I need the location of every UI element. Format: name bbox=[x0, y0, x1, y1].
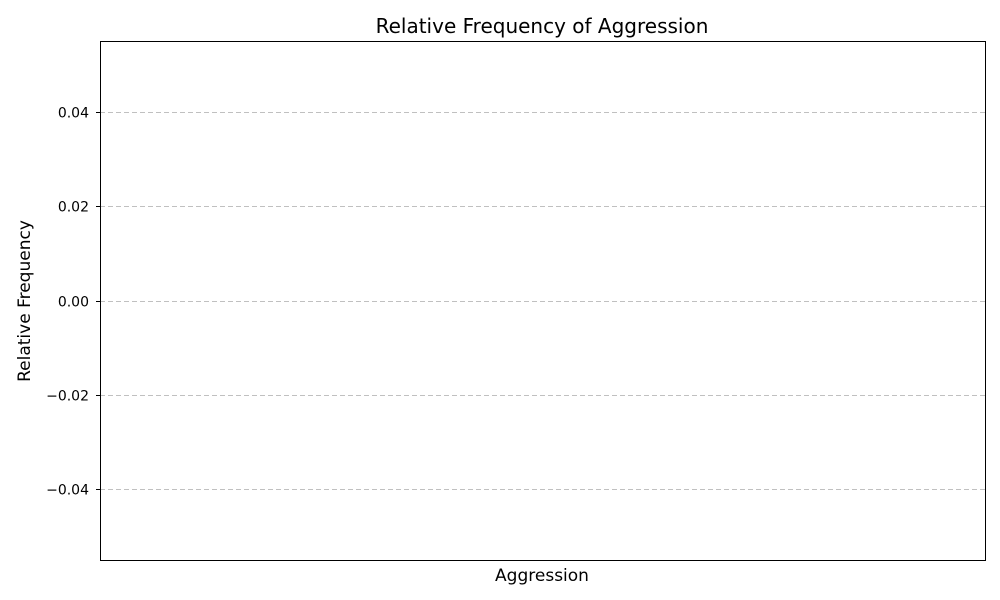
y-tick-label: 0.02 bbox=[58, 200, 89, 216]
y-axis-label: Relative Frequency bbox=[15, 220, 35, 382]
x-axis-label: Aggression bbox=[495, 566, 589, 586]
y-tick-label: −0.04 bbox=[46, 483, 89, 499]
y-tick-label: 0.04 bbox=[58, 106, 89, 122]
y-axis-ticks: 0.04 0.02 0.00 −0.02 −0.04 bbox=[46, 106, 100, 499]
chart-title: Relative Frequency of Aggression bbox=[376, 14, 709, 38]
y-tick-label: −0.02 bbox=[46, 389, 89, 405]
gridlines bbox=[100, 112, 985, 490]
y-tick-label: 0.00 bbox=[58, 295, 89, 311]
plot-frame bbox=[100, 41, 986, 561]
